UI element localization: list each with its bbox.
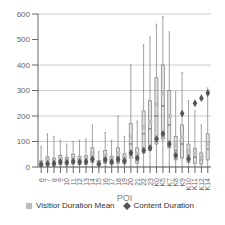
svg-text:POI: POI — [117, 193, 133, 203]
svg-text:19: 19 — [121, 178, 128, 186]
svg-text:9: 9 — [56, 178, 64, 182]
svg-text:K7: K7 — [165, 178, 173, 187]
svg-text:22: 22 — [140, 178, 148, 186]
svg-text:8: 8 — [50, 178, 58, 182]
svg-text:500: 500 — [17, 35, 31, 44]
svg-text:14: 14 — [89, 178, 96, 186]
html-text:Visitior Duration Mean: Visitior Duration Mean — [36, 201, 115, 210]
svg-text:10: 10 — [63, 178, 71, 186]
svg-text:K8: K8 — [172, 178, 180, 187]
html-text:Content Duration: Content Duration — [133, 201, 194, 210]
svg-text:18: 18 — [114, 178, 122, 186]
svg-text:K10: K10 — [185, 178, 193, 191]
svg-text:6: 6 — [37, 178, 45, 182]
svg-text:K0: K0 — [153, 178, 160, 187]
svg-text:12: 12 — [76, 178, 84, 186]
svg-text:11: 11 — [69, 178, 77, 186]
svg-text:20: 20 — [127, 178, 135, 186]
svg-text:300: 300 — [17, 86, 31, 95]
svg-text:17: 17 — [108, 178, 116, 186]
svg-text:7: 7 — [44, 178, 52, 182]
svg-text:13: 13 — [82, 178, 90, 186]
svg-text:23: 23 — [146, 178, 154, 186]
svg-text:K14: K14 — [204, 178, 211, 191]
svg-text:16: 16 — [101, 178, 109, 186]
svg-text:K11: K11 — [191, 178, 199, 190]
svg-text:100: 100 — [17, 137, 31, 146]
svg-text:200: 200 — [17, 112, 31, 121]
svg-text:400: 400 — [17, 61, 31, 70]
svg-text:21: 21 — [133, 178, 141, 186]
svg-text:K12: K12 — [197, 178, 205, 191]
svg-text:15: 15 — [95, 178, 103, 186]
svg-text:0: 0 — [26, 163, 31, 172]
svg-text:600: 600 — [17, 10, 31, 19]
svg-text:K9: K9 — [178, 178, 186, 187]
svg-text:K5: K5 — [159, 178, 167, 187]
